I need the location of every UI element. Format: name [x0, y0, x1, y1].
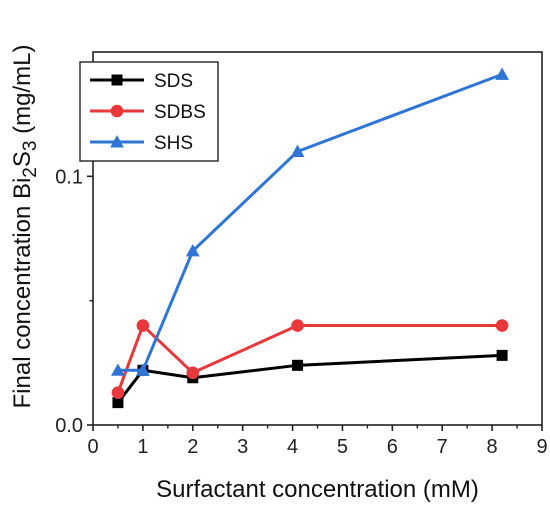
data-point-sdbs [136, 319, 150, 332]
data-point-sdbs [291, 319, 304, 332]
plot-frame [92, 51, 543, 426]
data-point-shs [185, 244, 200, 257]
series-sds [112, 349, 508, 409]
x-tick-label: 0 [87, 436, 98, 458]
x-tick-label: 3 [237, 436, 248, 458]
y-tick-label: 0.0 [55, 415, 83, 437]
data-point-sds [496, 349, 508, 361]
legend-item-sdbs: SDBS [90, 102, 206, 123]
data-point-sdbs [186, 366, 200, 380]
data-point-sdbs [495, 319, 509, 332]
x-tick-label: 1 [137, 436, 148, 458]
data-point-shs [495, 67, 509, 80]
legend-label: SDBS [154, 102, 206, 123]
y-axis-title: Final concentration Bi2S3 (mg/mL) [9, 45, 41, 409]
x-tick-label: 6 [387, 436, 398, 458]
data-point-shs [111, 363, 125, 376]
series-line-sds [116, 353, 503, 404]
legend-label: SHS [154, 133, 193, 154]
y-axis-title-subscript: 3 [20, 141, 41, 152]
series-layer [111, 67, 509, 409]
legend-item-sds: SDS [90, 71, 193, 92]
series-sdbs [111, 319, 509, 399]
y-axis-title-subscript: 2 [20, 167, 41, 178]
y-tick-label: 0.1 [55, 166, 83, 188]
data-point-shs [290, 144, 305, 157]
data-point-shs [136, 363, 150, 376]
x-tick-label: 5 [337, 436, 348, 458]
x-tick-label: 9 [536, 436, 547, 458]
data-point-sdbs [111, 386, 125, 399]
y-axis-title-part: S [9, 151, 36, 167]
legend-marker [110, 135, 124, 148]
x-tick-label: 2 [187, 436, 198, 458]
x-axis-ticks: 0 1 2 3 4 5 6 7 8 9 [87, 425, 548, 458]
y-axis-title-part: (mg/mL) [9, 45, 36, 141]
legend-item-shs: SHS [90, 133, 193, 154]
y-axis-ticks: 0.0 0.1 [55, 166, 93, 437]
data-point-sds [292, 359, 304, 371]
y-axis-title-part: Final concentration Bi [9, 178, 36, 409]
legend-label: SDS [154, 71, 193, 92]
x-tick-label: 7 [437, 436, 448, 458]
x-axis-title: Surfactant concentration (mM) [156, 476, 479, 503]
legend-marker [111, 74, 123, 86]
x-tick-label: 8 [487, 436, 498, 458]
data-point-sds [112, 397, 124, 409]
x-tick-label: 4 [287, 436, 298, 458]
legend: SDS SDBS SHS [79, 61, 219, 162]
legend-marker [110, 104, 124, 118]
series-shs [111, 67, 509, 376]
